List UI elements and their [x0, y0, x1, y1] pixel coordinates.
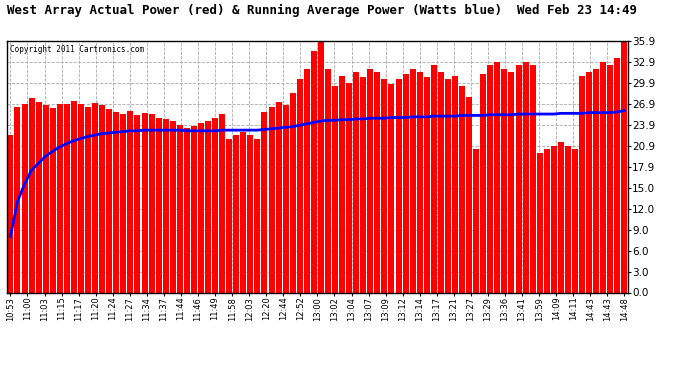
- Bar: [36, 102, 41, 292]
- Bar: [92, 103, 98, 292]
- Bar: [346, 82, 352, 292]
- Bar: [565, 146, 571, 292]
- Bar: [593, 69, 599, 292]
- Bar: [177, 124, 183, 292]
- Bar: [600, 62, 607, 292]
- Bar: [275, 102, 282, 292]
- Bar: [431, 65, 437, 292]
- Bar: [226, 138, 233, 292]
- Bar: [212, 117, 218, 292]
- Bar: [388, 84, 395, 292]
- Bar: [360, 77, 366, 292]
- Bar: [135, 116, 141, 292]
- Bar: [424, 77, 430, 292]
- Bar: [262, 112, 268, 292]
- Bar: [99, 105, 105, 292]
- Bar: [43, 105, 49, 292]
- Bar: [255, 138, 260, 292]
- Bar: [459, 86, 465, 292]
- Bar: [438, 72, 444, 292]
- Bar: [198, 123, 204, 292]
- Bar: [14, 107, 21, 292]
- Bar: [191, 126, 197, 292]
- Bar: [156, 117, 161, 292]
- Bar: [367, 69, 373, 292]
- Bar: [382, 79, 388, 292]
- Bar: [304, 69, 310, 292]
- Bar: [530, 65, 535, 292]
- Bar: [184, 128, 190, 292]
- Bar: [113, 112, 119, 292]
- Bar: [480, 74, 486, 292]
- Bar: [614, 58, 620, 292]
- Bar: [57, 104, 63, 292]
- Bar: [417, 72, 423, 292]
- Bar: [8, 135, 13, 292]
- Bar: [233, 135, 239, 292]
- Bar: [622, 42, 627, 292]
- Bar: [163, 119, 168, 292]
- Bar: [219, 114, 225, 292]
- Bar: [558, 142, 564, 292]
- Bar: [353, 72, 359, 292]
- Bar: [71, 102, 77, 292]
- Bar: [544, 149, 550, 292]
- Bar: [120, 114, 126, 292]
- Bar: [586, 72, 592, 292]
- Bar: [311, 51, 317, 292]
- Bar: [509, 72, 515, 292]
- Bar: [579, 75, 585, 292]
- Text: Copyright 2011 Cartronics.com: Copyright 2011 Cartronics.com: [10, 45, 144, 54]
- Bar: [78, 104, 84, 292]
- Bar: [375, 72, 380, 292]
- Bar: [445, 79, 451, 292]
- Bar: [85, 107, 91, 292]
- Bar: [339, 75, 345, 292]
- Bar: [50, 108, 56, 292]
- Bar: [551, 146, 557, 292]
- Bar: [402, 74, 408, 292]
- Bar: [522, 62, 529, 292]
- Bar: [205, 121, 211, 292]
- Bar: [64, 104, 70, 292]
- Bar: [297, 79, 303, 292]
- Bar: [332, 86, 338, 292]
- Bar: [494, 62, 500, 292]
- Bar: [28, 98, 34, 292]
- Bar: [247, 135, 253, 292]
- Bar: [410, 69, 415, 292]
- Bar: [395, 79, 402, 292]
- Bar: [21, 104, 28, 292]
- Bar: [128, 111, 133, 292]
- Bar: [452, 75, 458, 292]
- Bar: [148, 114, 155, 292]
- Bar: [607, 65, 613, 292]
- Bar: [473, 149, 479, 292]
- Bar: [466, 96, 472, 292]
- Bar: [240, 132, 246, 292]
- Bar: [572, 149, 578, 292]
- Bar: [268, 107, 275, 292]
- Bar: [141, 112, 148, 292]
- Bar: [502, 69, 507, 292]
- Text: West Array Actual Power (red) & Running Average Power (Watts blue)  Wed Feb 23 1: West Array Actual Power (red) & Running …: [7, 4, 637, 17]
- Bar: [325, 69, 331, 292]
- Bar: [170, 121, 176, 292]
- Bar: [515, 65, 522, 292]
- Bar: [487, 65, 493, 292]
- Bar: [283, 105, 288, 292]
- Bar: [106, 109, 112, 292]
- Bar: [290, 93, 296, 292]
- Bar: [537, 153, 543, 292]
- Bar: [318, 42, 324, 292]
